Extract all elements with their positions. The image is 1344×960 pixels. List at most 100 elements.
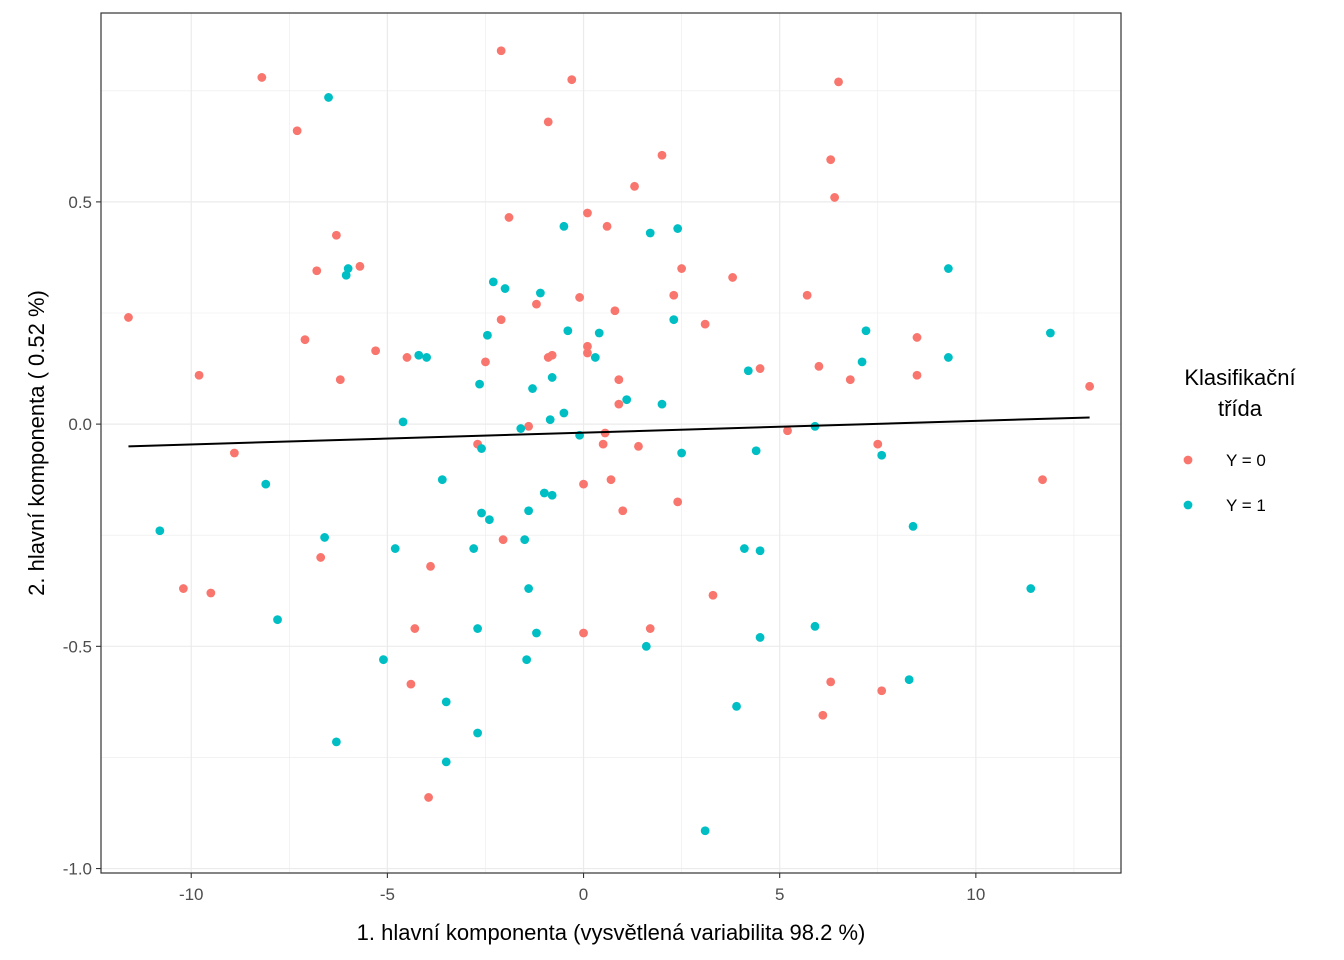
data-point-series-0 [292,126,302,136]
data-point-series-0 [700,319,710,329]
data-point-series-0 [614,375,624,385]
data-point-series-0 [206,588,216,598]
data-point-series-0 [728,273,738,282]
grid-minor [101,13,1121,873]
data-point-series-1 [341,270,351,280]
data-point-series-0 [426,561,435,571]
data-point-series-0 [543,117,553,127]
data-point-series-1 [943,353,953,362]
legend-key-series-0 [1183,455,1193,465]
legend-label-series-1: Y = 1 [1226,496,1266,515]
data-point-series-1 [810,621,820,631]
data-point-series-1 [755,546,765,556]
data-point-series-0 [826,677,836,687]
grid-major [101,13,1121,873]
data-point-series-1 [331,737,341,747]
data-point-series-0 [818,710,828,720]
data-point-series-1 [273,615,282,625]
data-point-series-0 [579,479,588,489]
data-point-series-0 [229,448,239,458]
data-point-series-1 [522,655,532,665]
data-point-series-1 [594,328,604,338]
data-point-series-1 [441,697,451,707]
data-point-series-1 [861,326,871,336]
data-point-series-0 [657,150,667,160]
data-point-series-1 [477,508,486,518]
data-point-series-0 [610,306,620,316]
data-point-series-0 [755,364,765,373]
data-point-series-1 [547,373,557,382]
data-point-series-1 [755,633,765,642]
data-point-series-0 [547,350,557,360]
data-point-series-1 [324,93,333,102]
data-point-series-1 [483,330,492,340]
data-point-series-0 [524,421,534,431]
data-point-series-0 [783,426,792,436]
data-point-series-1 [743,366,753,376]
data-point-series-1 [477,444,486,453]
x-tick-label: 0 [579,885,588,904]
data-point-series-1 [622,395,632,405]
data-point-series-0 [1038,475,1047,485]
data-point-series-0 [802,290,812,300]
data-point-series-1 [657,399,667,409]
data-point-series-1 [524,506,534,516]
data-point-series-1 [943,264,953,273]
data-point-series-0 [300,335,310,345]
data-point-series-1 [473,728,483,738]
data-point-series-1 [261,479,271,489]
data-point-series-0 [606,475,616,485]
data-point-series-1 [645,228,655,238]
data-point-series-1 [1045,328,1055,338]
x-axis-ticks: -10 -5 0 5 10 [179,873,985,904]
data-point-series-0 [677,264,687,273]
data-point-series-0 [496,46,506,56]
data-point-series-1 [422,353,432,362]
data-point-series-0 [406,679,416,689]
data-point-series-1 [677,448,687,458]
data-point-series-1 [641,641,651,651]
data-point-series-0 [912,333,922,342]
data-point-series-0 [614,399,624,409]
data-point-series-1 [539,488,549,498]
x-tick-label: 5 [775,885,784,904]
data-point-series-1 [437,475,447,485]
data-point-series-1 [877,450,887,460]
data-point-series-1 [520,535,530,545]
x-tick-label: 10 [966,885,985,904]
data-point-series-1 [559,408,569,418]
data-point-series-0 [402,353,412,362]
data-point-series-0 [583,348,592,358]
data-point-series-0 [194,370,204,380]
data-point-series-0 [602,221,612,231]
data-point-series-0 [708,590,718,600]
data-point-series-0 [371,346,381,356]
data-point-series-0 [834,77,843,87]
data-point-series-1 [563,326,573,336]
legend-label-series-0: Y = 0 [1226,451,1266,470]
data-point-series-0 [481,357,490,367]
data-point-series-0 [912,370,922,380]
data-point-series-1 [441,757,451,767]
data-point-series-1 [379,655,388,665]
legend: Klasifikační třída Y = 0 Y = 1 [1183,365,1296,515]
data-point-series-1 [390,544,400,553]
legend-title-line-2: třída [1218,396,1263,421]
x-axis-title: 1. hlavní komponenta (vysvětlená variabi… [357,920,866,945]
data-point-series-0 [496,315,506,325]
data-point-series-0 [583,341,592,351]
plot-border [100,12,1122,874]
data-point-series-1 [532,628,541,638]
data-point-series-1 [488,277,498,287]
data-point-series-0 [316,553,326,562]
data-point-series-0 [826,155,836,165]
data-point-series-0 [669,290,679,300]
data-point-series-1 [669,315,679,325]
data-point-series-0 [532,299,541,309]
data-point-series-0 [579,628,588,638]
data-point-series-0 [845,375,855,385]
data-point-series-1 [516,424,526,433]
x-tick-label: -10 [179,885,204,904]
data-point-series-0 [583,208,592,218]
